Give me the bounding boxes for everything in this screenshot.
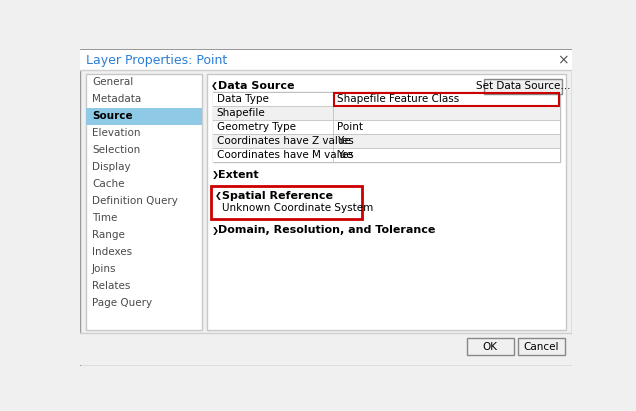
Bar [518, 338, 565, 355]
Bar [213, 92, 560, 162]
Text: ×: × [557, 53, 569, 67]
Text: Source: Source [92, 111, 132, 121]
Bar [213, 148, 560, 162]
Bar [213, 120, 560, 134]
Bar [211, 186, 363, 219]
Text: OK: OK [483, 342, 498, 351]
Text: Page Query: Page Query [92, 298, 152, 308]
Bar [484, 79, 562, 94]
Text: Relates: Relates [92, 281, 130, 291]
Text: Definition Query: Definition Query [92, 196, 178, 206]
Text: Layer Properties: Point: Layer Properties: Point [86, 53, 227, 67]
Text: ❮: ❮ [215, 191, 222, 200]
Bar [86, 74, 202, 330]
Text: Extent: Extent [218, 170, 259, 180]
Text: Range: Range [92, 230, 125, 240]
Text: Time: Time [92, 213, 117, 223]
Text: Set Data Source...: Set Data Source... [476, 81, 570, 91]
Bar [334, 93, 559, 106]
Text: General: General [92, 77, 133, 88]
Text: Selection: Selection [92, 145, 140, 155]
Text: Display: Display [92, 162, 130, 172]
Bar [213, 93, 560, 106]
Text: Cancel: Cancel [523, 342, 559, 351]
Text: Spatial Reference: Spatial Reference [222, 191, 333, 201]
Text: Indexes: Indexes [92, 247, 132, 257]
Text: Unknown Coordinate System: Unknown Coordinate System [222, 203, 373, 213]
Text: Elevation: Elevation [92, 128, 141, 138]
Text: Joins: Joins [92, 264, 116, 274]
Text: ❯: ❯ [211, 226, 218, 235]
Bar [207, 74, 566, 330]
Text: ❮: ❮ [211, 81, 218, 90]
Bar [80, 50, 572, 70]
Bar [80, 333, 572, 365]
Text: Coordinates have Z value: Coordinates have Z value [217, 136, 350, 146]
Text: Data Source: Data Source [218, 81, 294, 90]
Text: Yes: Yes [337, 136, 354, 146]
Text: Shapefile: Shapefile [217, 108, 265, 118]
Text: Coordinates have M value: Coordinates have M value [217, 150, 352, 160]
Bar [86, 108, 202, 125]
Text: Shapefile Feature Class: Shapefile Feature Class [337, 95, 459, 104]
Bar [213, 107, 560, 120]
Text: Data Type: Data Type [217, 95, 268, 104]
Text: ❯: ❯ [211, 170, 218, 179]
Text: Domain, Resolution, and Tolerance: Domain, Resolution, and Tolerance [218, 225, 436, 235]
Text: Yes: Yes [337, 150, 354, 160]
Bar [213, 134, 560, 148]
Text: Point: Point [337, 122, 363, 132]
Text: Geometry Type: Geometry Type [217, 122, 296, 132]
Bar [467, 338, 513, 355]
Text: Metadata: Metadata [92, 95, 141, 104]
Text: Cache: Cache [92, 179, 125, 189]
